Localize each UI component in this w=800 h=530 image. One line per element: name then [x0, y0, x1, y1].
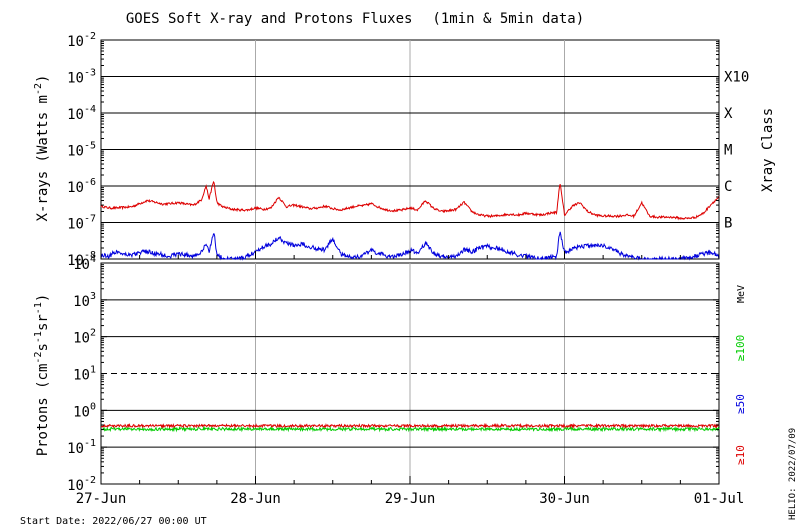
proton-y-tick-label: 102 [73, 328, 96, 347]
xray-class-label: X [724, 106, 733, 122]
proton-y-tick-label: 104 [73, 254, 96, 273]
xray-class-labels: X10 X M C B [724, 70, 749, 232]
proton-legend-entry: ≥100 [734, 335, 747, 362]
proton-10mev-series [100, 422, 720, 430]
x-axis-date-label: 01-Jul [694, 491, 745, 507]
xray-y-tick-label: 10-5 [67, 141, 96, 160]
energy-unit-label: MeV [736, 285, 747, 303]
start-date: Start Date: 2022/06/27 00:00 UT [20, 516, 207, 527]
x-axis-date-label: 29-Jun [385, 491, 436, 507]
xray-class-label: B [724, 216, 732, 232]
xray-y-tick-label: 10-2 [67, 31, 96, 50]
proton-y-tick-label: 101 [73, 365, 96, 384]
xray-y-tick-label: 10-4 [67, 104, 96, 123]
xray-class-label: X10 [724, 70, 749, 86]
helio-credit: HELIO: 2022/07/09 [788, 428, 798, 520]
proton-legend-entry: ≥50 [734, 394, 747, 414]
x-axis-labels: 27-Jun 28-Jun 29-Jun 30-Jun 01-Jul [76, 491, 745, 507]
xray-y-tick-label: 10-3 [67, 68, 96, 87]
title-note: (1min & 5min data) [432, 11, 584, 27]
xray-class-label: C [724, 179, 732, 195]
proton-series [100, 422, 720, 433]
chart-title: GOES Soft X-ray and Protons Fluxes (1min … [126, 11, 584, 27]
xray-y-tick-label: 10-6 [67, 177, 96, 196]
x-axis-date-label: 27-Jun [76, 491, 127, 507]
proton-y-tick-label: 10-2 [67, 475, 96, 494]
xray-y-tick-label: 10-7 [67, 214, 96, 233]
proton-legend: ≥100 ≥50 ≥10 [734, 335, 747, 465]
x-axis-date-label: 30-Jun [539, 491, 590, 507]
proton-y-axis-label: Protons (cm-2s-1sr-1) [33, 294, 51, 457]
xray-class-title: Xray Class [760, 108, 776, 192]
proton-y-tick-label: 103 [73, 291, 96, 310]
xray-class-label: M [724, 143, 732, 159]
xray-y-axis-label: X-rays (Watts m-2) [33, 75, 51, 222]
xray-y-tick-label: 10-8 [67, 250, 96, 269]
proton-y-tick-label: 100 [73, 401, 96, 420]
title-main: GOES Soft X-ray and Protons Fluxes [126, 11, 413, 27]
proton-legend-entry: ≥10 [734, 445, 747, 465]
proton-100mev-series [100, 425, 720, 433]
x-axis-date-label: 28-Jun [230, 491, 281, 507]
proton-y-tick-label: 10-1 [67, 438, 96, 457]
xray-long-series [100, 180, 720, 221]
grid-lines [101, 40, 719, 484]
